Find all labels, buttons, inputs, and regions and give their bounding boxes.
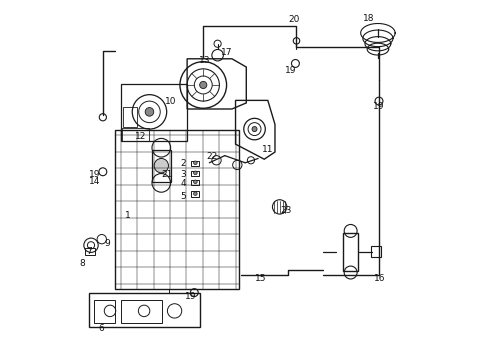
- Text: 23: 23: [280, 206, 291, 215]
- Text: 9: 9: [104, 239, 110, 248]
- Circle shape: [193, 161, 197, 165]
- Circle shape: [154, 158, 168, 173]
- Text: 2: 2: [181, 159, 186, 168]
- Bar: [191, 192, 199, 197]
- Text: 3: 3: [180, 170, 186, 179]
- Text: 12: 12: [135, 132, 146, 141]
- Text: 19: 19: [184, 292, 196, 301]
- Text: 4: 4: [181, 179, 186, 188]
- Text: 6: 6: [98, 324, 104, 333]
- Text: 11: 11: [262, 145, 273, 154]
- Bar: [121, 300, 162, 323]
- Bar: [121, 84, 187, 141]
- Text: 8: 8: [80, 259, 85, 268]
- Circle shape: [193, 180, 197, 184]
- Text: 21: 21: [162, 170, 173, 179]
- Bar: [122, 128, 148, 141]
- Bar: [343, 233, 357, 271]
- Text: 19: 19: [284, 66, 296, 75]
- Text: 5: 5: [180, 192, 186, 201]
- Circle shape: [193, 192, 197, 195]
- Bar: [115, 130, 239, 289]
- Bar: [191, 180, 199, 185]
- Text: 15: 15: [254, 274, 266, 283]
- Text: 17: 17: [221, 48, 232, 57]
- Text: 22: 22: [206, 152, 218, 161]
- Text: 1: 1: [125, 211, 131, 220]
- Bar: [84, 248, 94, 255]
- Circle shape: [145, 108, 153, 116]
- Bar: [191, 171, 199, 176]
- Text: 19: 19: [372, 102, 384, 111]
- Text: 13: 13: [199, 57, 210, 66]
- Text: 16: 16: [373, 274, 385, 283]
- Text: 7: 7: [86, 247, 92, 256]
- Text: 19: 19: [89, 170, 100, 179]
- Bar: [152, 150, 170, 182]
- Text: 14: 14: [89, 177, 100, 186]
- Circle shape: [199, 81, 206, 89]
- Bar: [191, 161, 199, 166]
- Text: 20: 20: [288, 15, 299, 24]
- Circle shape: [251, 127, 257, 132]
- Bar: [94, 300, 115, 323]
- Bar: [88, 293, 199, 327]
- Bar: [370, 246, 381, 257]
- Text: 10: 10: [165, 97, 176, 106]
- Text: 18: 18: [362, 14, 373, 23]
- Bar: [122, 107, 137, 127]
- Circle shape: [193, 171, 197, 175]
